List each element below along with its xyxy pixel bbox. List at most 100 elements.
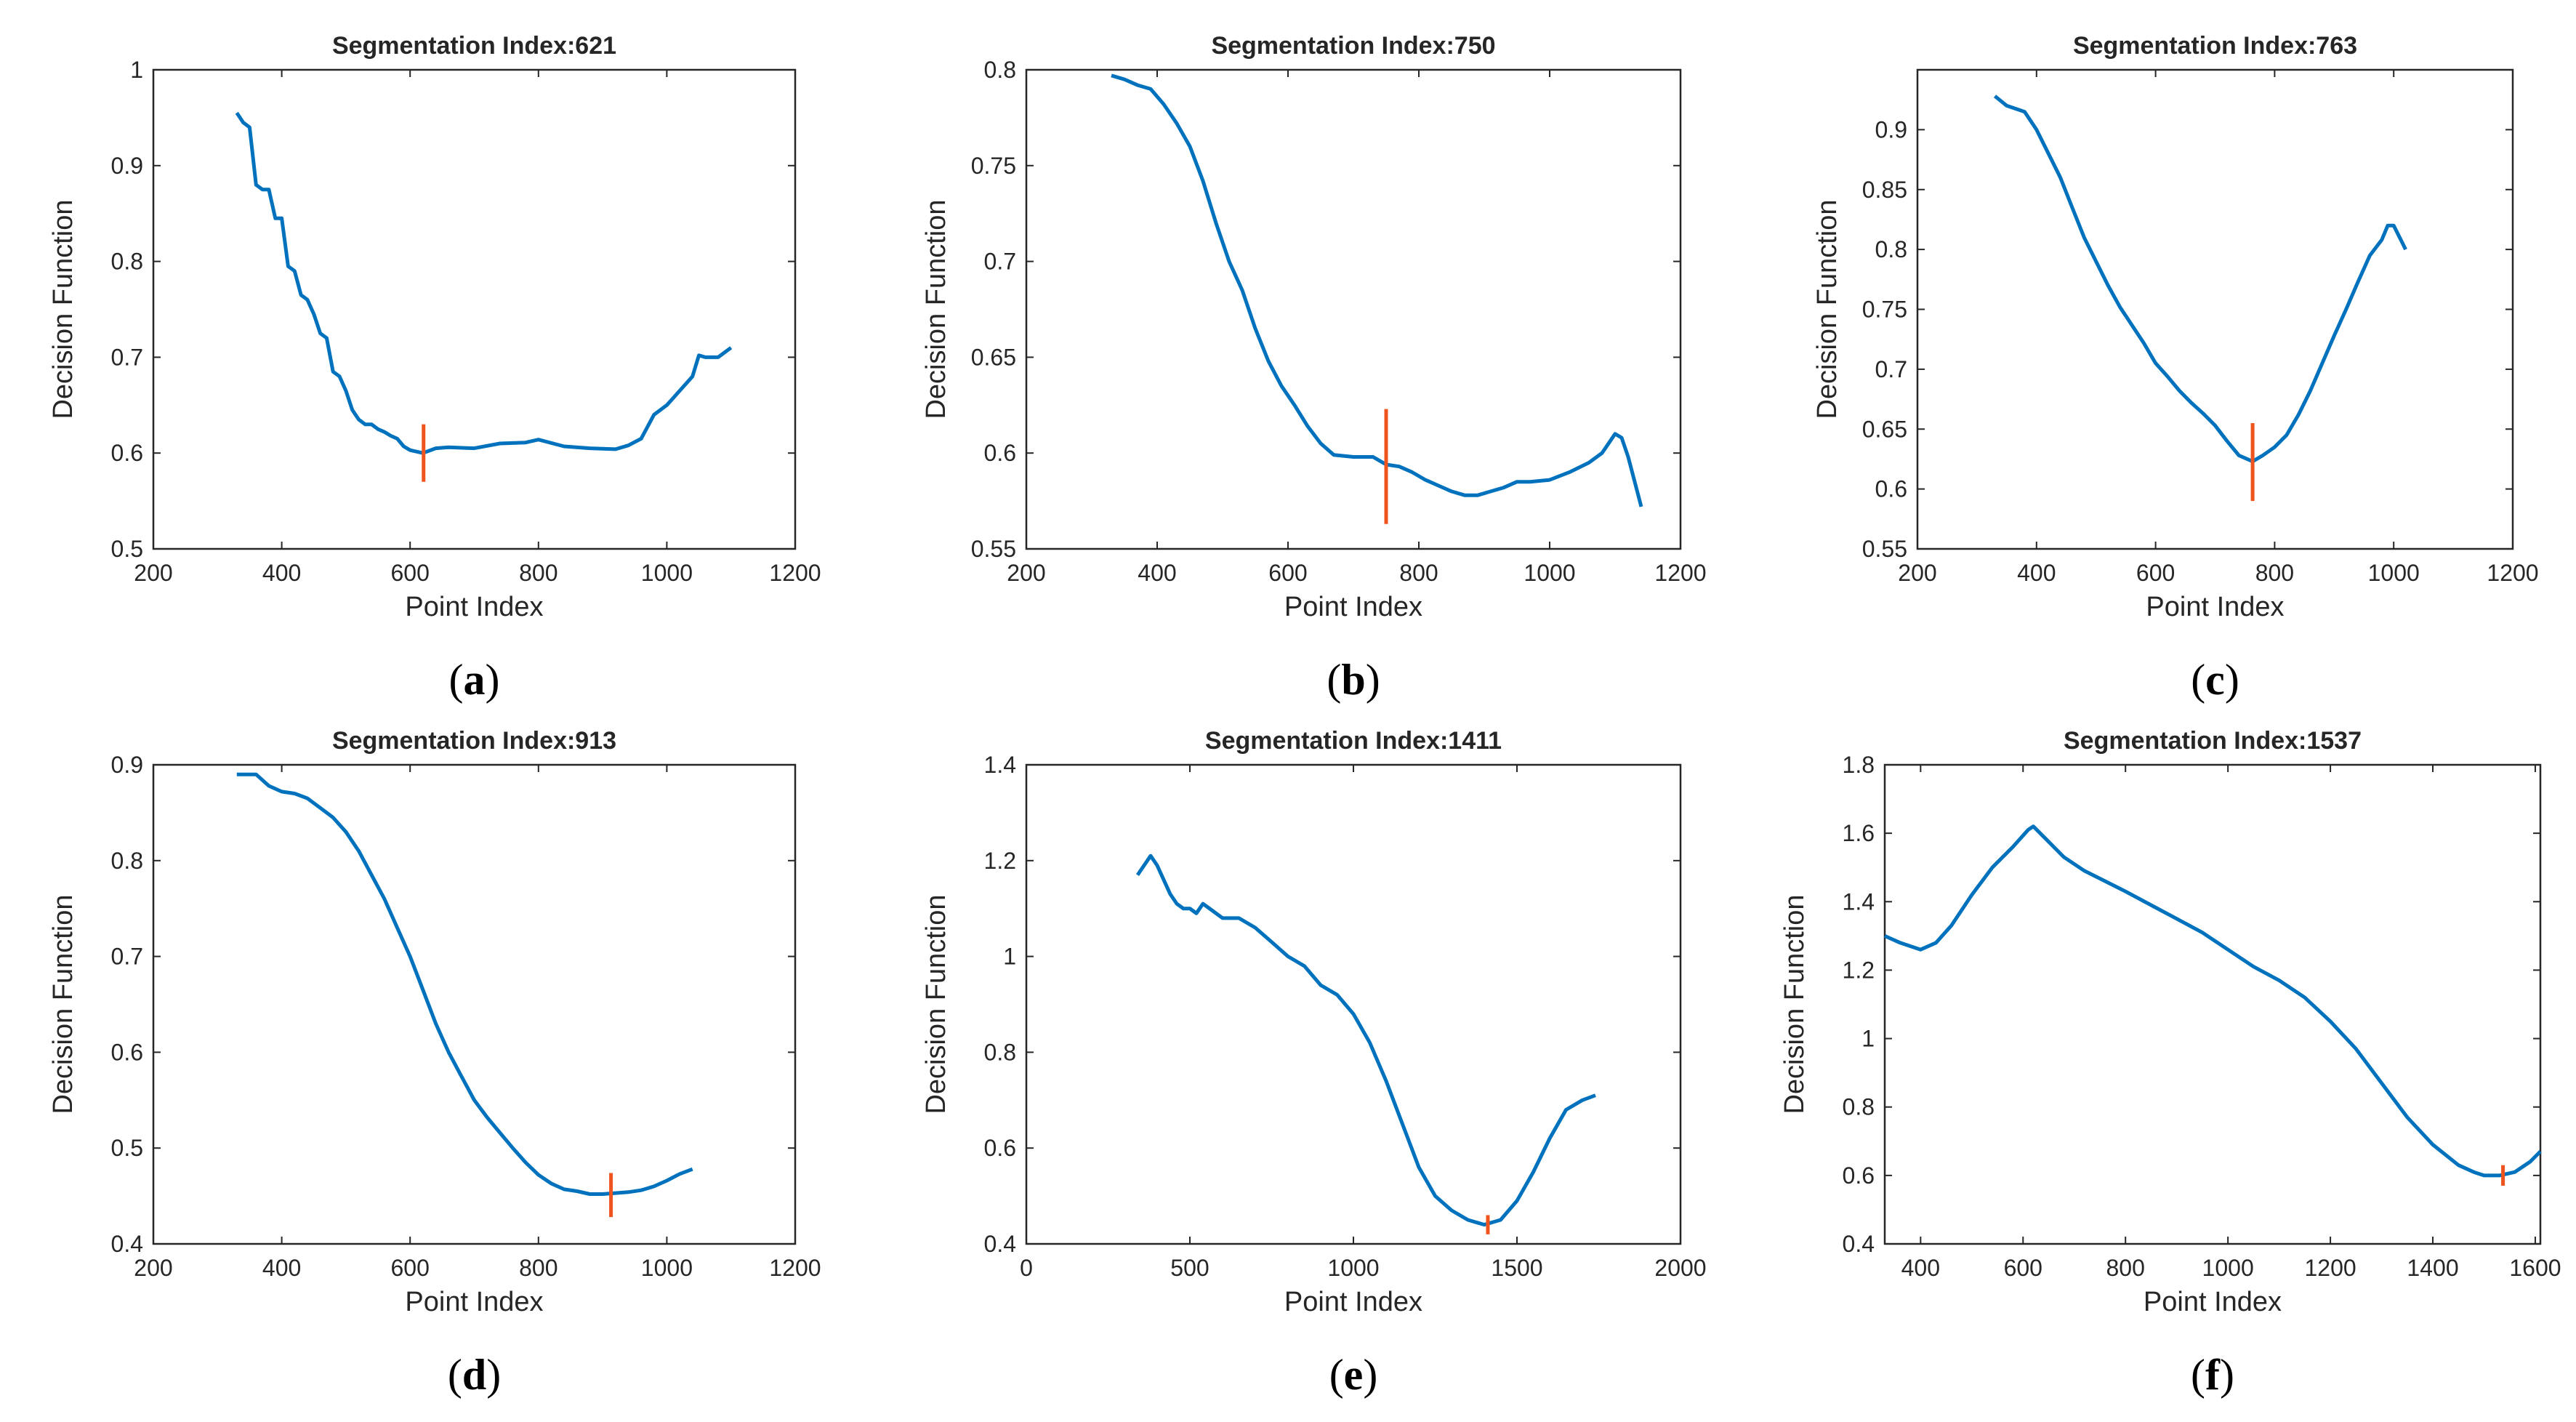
x-axis-label: Point Index bbox=[1284, 1287, 1422, 1317]
y-tick-label: 0.7 bbox=[111, 944, 143, 970]
x-tick-label: 1400 bbox=[2407, 1255, 2458, 1281]
decision-function-series bbox=[1135, 853, 1596, 1227]
x-axis-label: Point Index bbox=[405, 1287, 543, 1317]
x-axis-label: Point Index bbox=[1284, 592, 1422, 622]
y-tick-label: 1.6 bbox=[1843, 820, 1875, 846]
y-tick-label: 0.5 bbox=[111, 536, 143, 562]
decision-function-series bbox=[1883, 824, 2542, 1178]
y-axis-label: Decision Function bbox=[1812, 199, 1843, 419]
panel-f: 400 600 800 1000 1200 1400 1600 0.4 0.6 0.8 1 1.2 1.… bbox=[1779, 727, 2561, 1399]
y-tick-label: 0.65 bbox=[1862, 416, 1907, 442]
y-tick-label: 1.2 bbox=[984, 848, 1016, 874]
y-tick-label: 0.8 bbox=[984, 57, 1016, 83]
y-tick-label: 1 bbox=[1861, 1026, 1875, 1052]
axes-box bbox=[152, 763, 797, 1245]
x-tick-label: 1000 bbox=[641, 560, 693, 586]
y-tick-label: 0.75 bbox=[1862, 297, 1907, 323]
panel-label: (f) bbox=[2191, 1351, 2234, 1399]
y-tick-label: 1.8 bbox=[1843, 752, 1875, 778]
y-tick-label: 0.8 bbox=[111, 249, 143, 275]
x-tick-label: 1000 bbox=[2368, 560, 2420, 586]
panel-letter: e bbox=[1344, 1351, 1364, 1399]
decision-function-series bbox=[1993, 95, 2407, 464]
x-tick-label: 1000 bbox=[2202, 1255, 2254, 1281]
decision-function-series bbox=[236, 772, 693, 1196]
y-tick-label: 0.8 bbox=[1875, 236, 1907, 262]
x-tick-label: 400 bbox=[1901, 1255, 1940, 1281]
x-tick-label: 1000 bbox=[1327, 1255, 1379, 1281]
panel-letter: d bbox=[462, 1351, 486, 1399]
y-tick-label: 0.6 bbox=[1843, 1162, 1875, 1189]
panel-letter: f bbox=[2205, 1351, 2221, 1399]
y-tick-label: 0.4 bbox=[111, 1231, 143, 1257]
panel-label: (d) bbox=[448, 1351, 501, 1399]
decision-function-series bbox=[235, 111, 733, 455]
y-tick-label: 0.6 bbox=[111, 440, 143, 466]
panel-label: (a) bbox=[449, 656, 500, 704]
x-tick-label: 600 bbox=[391, 560, 430, 586]
y-tick-label: 1.4 bbox=[984, 752, 1016, 778]
x-tick-label: 1000 bbox=[641, 1255, 693, 1281]
x-tick-label: 1200 bbox=[769, 560, 821, 586]
axes-box bbox=[1916, 68, 2514, 550]
y-tick-label: 0.85 bbox=[1862, 177, 1907, 203]
chart-title: Segmentation Index:1411 bbox=[1205, 727, 1502, 755]
x-tick-label: 600 bbox=[391, 1255, 430, 1281]
y-tick-label: 1 bbox=[130, 57, 143, 83]
panel-d: 200 400 600 800 1000 1200 0.4 0.5 0.6 0.7 0.8 0.9 Se… bbox=[48, 727, 821, 1399]
x-tick-label: 600 bbox=[2004, 1255, 2042, 1281]
y-tick-label: 0.9 bbox=[1875, 116, 1907, 142]
panel-letter: c bbox=[2205, 656, 2225, 704]
y-axis-label: Decision Function bbox=[48, 894, 79, 1114]
axes-box bbox=[1025, 763, 1682, 1245]
panel-c: 200 400 600 800 1000 1200 0.55 0.6 0.65 0.7 0.75 0.… bbox=[1812, 32, 2539, 704]
x-tick-label: 1200 bbox=[2487, 560, 2538, 586]
y-tick-label: 0.6 bbox=[984, 440, 1016, 466]
axes-box bbox=[1883, 763, 2542, 1245]
x-tick-label: 1000 bbox=[1524, 560, 1575, 586]
x-tick-label: 800 bbox=[1399, 560, 1438, 586]
x-axis-label: Point Index bbox=[2144, 1287, 2282, 1317]
y-tick-label: 0.5 bbox=[111, 1135, 143, 1161]
chart-title: Segmentation Index:621 bbox=[332, 32, 616, 60]
panel-e: 0 500 1000 1500 2000 0.4 0.6 0.8 1 1.2 1.4 Segmenta… bbox=[921, 727, 1707, 1399]
y-tick-label: 0.8 bbox=[111, 848, 143, 874]
y-tick-label: 0.9 bbox=[111, 752, 143, 778]
y-tick-label: 0.7 bbox=[111, 344, 143, 370]
y-tick-label: 0.6 bbox=[111, 1039, 143, 1065]
x-axis-label: Point Index bbox=[405, 592, 543, 622]
x-tick-label: 500 bbox=[1170, 1255, 1209, 1281]
y-axis-label: Decision Function bbox=[921, 894, 951, 1114]
panel-letter: b bbox=[1341, 656, 1365, 704]
x-tick-label: 800 bbox=[519, 560, 558, 586]
y-tick-label: 0.7 bbox=[984, 249, 1016, 275]
y-tick-label: 0.9 bbox=[111, 153, 143, 179]
axes-box bbox=[152, 68, 797, 550]
y-tick-label: 0.7 bbox=[1875, 356, 1907, 382]
y-axis-label: Decision Function bbox=[921, 199, 951, 419]
y-tick-label: 1.2 bbox=[1843, 957, 1875, 983]
x-tick-label: 800 bbox=[519, 1255, 558, 1281]
panel-letter: a bbox=[464, 656, 486, 704]
x-tick-label: 1500 bbox=[1491, 1255, 1542, 1281]
y-tick-label: 0.8 bbox=[984, 1039, 1016, 1065]
y-tick-label: 1.4 bbox=[1843, 888, 1875, 915]
y-tick-label: 0.4 bbox=[1843, 1231, 1875, 1257]
x-tick-label: 600 bbox=[1268, 560, 1307, 586]
x-tick-label: 200 bbox=[134, 1255, 172, 1281]
x-tick-label: 400 bbox=[2017, 560, 2056, 586]
x-tick-label: 1200 bbox=[1654, 560, 1706, 586]
x-tick-label: 1600 bbox=[2509, 1255, 2561, 1281]
y-axis-label: Decision Function bbox=[48, 199, 79, 419]
x-tick-label: 0 bbox=[1020, 1255, 1033, 1281]
x-tick-label: 2000 bbox=[1654, 1255, 1706, 1281]
x-axis-label: Point Index bbox=[2146, 592, 2284, 622]
panel-label: (c) bbox=[2191, 656, 2239, 704]
x-tick-label: 400 bbox=[262, 1255, 301, 1281]
y-tick-label: 0.55 bbox=[1862, 536, 1907, 562]
decision-function-series bbox=[1111, 73, 1643, 507]
x-tick-label: 200 bbox=[134, 560, 172, 586]
x-tick-label: 200 bbox=[1007, 560, 1045, 586]
x-tick-label: 200 bbox=[1898, 560, 1936, 586]
